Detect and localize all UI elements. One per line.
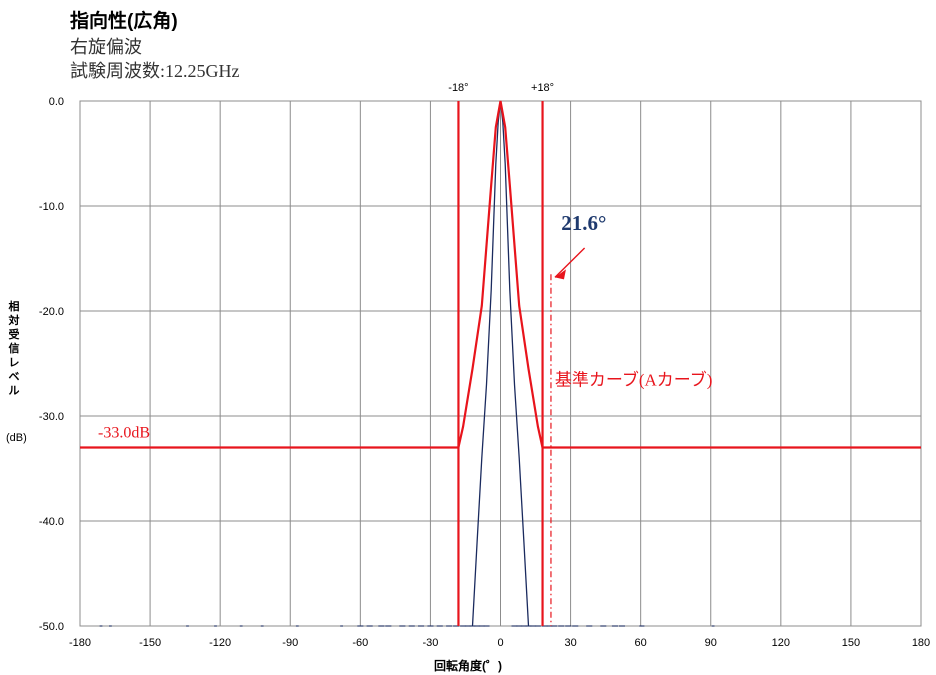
annotation-arrowhead [554, 269, 566, 280]
reference-curve-label: 基準カーブ(Aカーブ) [555, 370, 713, 390]
chart-title: 指向性(広角) [70, 11, 178, 32]
y-tick-label: 0.0 [49, 96, 64, 108]
reference-curve-layer: 基準カーブ(Aカーブ) [80, 100, 921, 626]
x-tick-label: 30 [564, 637, 576, 649]
threshold-label: -33.0dB [98, 425, 150, 442]
x-tick-label: -90 [282, 637, 298, 649]
y-tick-label: -20.0 [39, 306, 64, 318]
x-tick-label: 150 [842, 637, 860, 649]
x-tick-label: -150 [139, 637, 161, 649]
x-axis-label: 回転角度(゜) [434, 659, 502, 673]
x-tick-label: 0 [497, 637, 503, 649]
annotations: -18° +18° -33.0dB 21.6° [98, 82, 606, 626]
chart-subtitle-polarization: 右旋偏波 [70, 37, 142, 57]
y-tick-label: -40.0 [39, 516, 64, 528]
annotation-label: 21.6° [561, 211, 606, 235]
chart-subtitle-frequency: 試験周波数:12.25GHz [70, 61, 240, 81]
x-tick-label: -120 [209, 637, 231, 649]
y-tick-label: -50.0 [39, 621, 64, 633]
measured-series [99, 100, 715, 627]
annotation-arrow-line [554, 247, 586, 278]
reference-curve [80, 100, 921, 449]
x-tick-label: -30 [422, 637, 438, 649]
x-tick-label: 180 [912, 637, 930, 649]
x-tick-label: 90 [705, 637, 717, 649]
y-axis-label: 相対受信レベル [8, 301, 20, 397]
grid [79, 100, 922, 627]
x-tick-label: -60 [352, 637, 368, 649]
marker-label: +18° [531, 82, 554, 94]
x-tick-label: 60 [635, 637, 647, 649]
y-tick-label: -30.0 [39, 411, 64, 423]
y-tick-label: -10.0 [39, 201, 64, 213]
x-tick-label: -180 [69, 637, 91, 649]
tick-labels: -180 -150 -120 -90 -60 -30 0 30 60 90 120 150 180 0.0… [39, 96, 930, 649]
marker-label: -18° [448, 82, 468, 94]
y-axis-unit: (dB) [6, 432, 27, 444]
x-tick-label: 120 [772, 637, 790, 649]
